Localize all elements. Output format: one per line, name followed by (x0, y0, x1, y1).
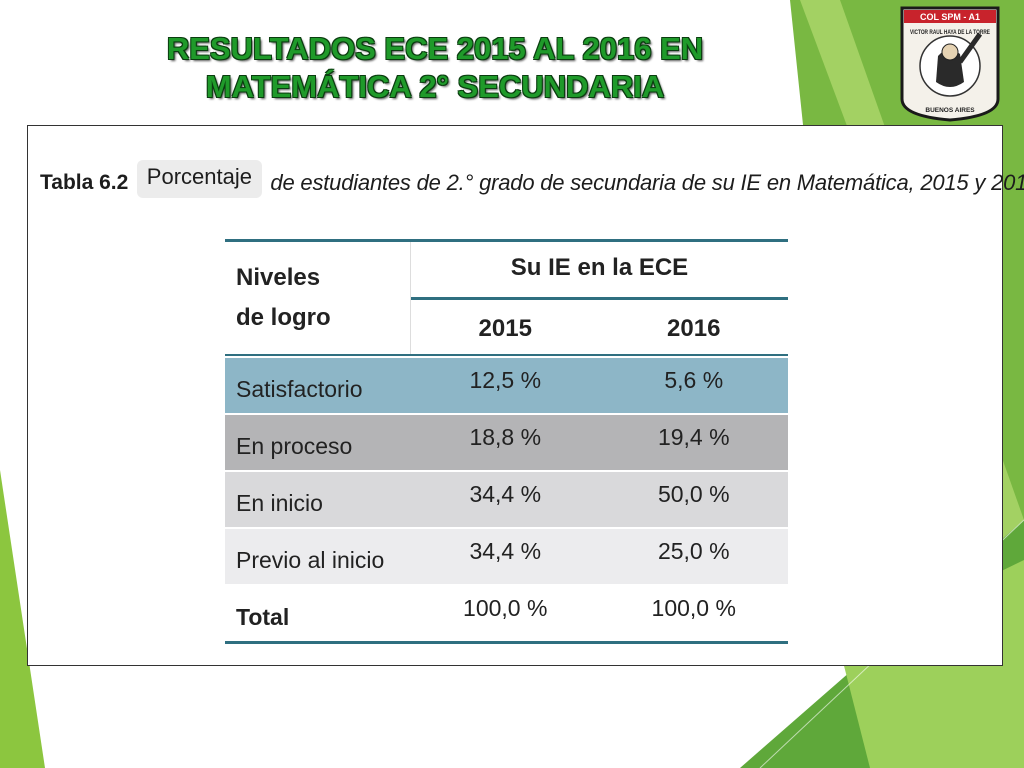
row-label: Satisfactorio (236, 376, 363, 402)
cell-2015: 18,8 % (469, 424, 542, 450)
table-row: En inicio 34,4 % 50,0 % (225, 470, 788, 527)
results-table: Niveles de logro Su IE en la ECE 2015 20… (225, 239, 788, 644)
year-headers: 2015 2016 (411, 300, 788, 354)
cell-2016: 5,6 % (664, 367, 724, 393)
cell-2015: 34,4 % (469, 538, 542, 564)
cell-2015: 100,0 % (463, 595, 548, 621)
caption-rest: de estudiantes de 2.° grado de secundari… (270, 170, 1024, 195)
row-header-line2: de logro (236, 304, 331, 331)
cell-2015: 34,4 % (469, 481, 542, 507)
group-header-block: Su IE en la ECE 2015 2016 (411, 242, 788, 354)
year-header-2016: 2016 (667, 315, 721, 342)
group-header: Su IE en la ECE (411, 242, 788, 300)
slide-title: RESULTADOS ECE 2015 AL 2016 EN MATEMÁTIC… (120, 30, 750, 106)
caption-highlight: Porcentaje (136, 160, 262, 198)
table-header: Niveles de logro Su IE en la ECE 2015 20… (225, 239, 788, 354)
cell-2016: 25,0 % (657, 538, 730, 564)
table-row: Previo al inicio 34,4 % 25,0 % (225, 527, 788, 584)
table-row: En proceso 18,8 % 19,4 % (225, 413, 788, 470)
cell-2016: 50,0 % (657, 481, 730, 507)
table-caption: Tabla 6.2 Porcentaje de estudiantes de 2… (40, 160, 1024, 202)
row-label: En inicio (236, 490, 323, 516)
year-header-2015: 2015 (478, 315, 532, 342)
logo-top-text: COL SPM - A1 (920, 12, 980, 22)
logo-bottom-text: BUENOS AIRES (925, 107, 975, 114)
cell-2016: 19,4 % (657, 424, 730, 450)
row-label: En proceso (236, 433, 353, 459)
slide-title-line1: RESULTADOS ECE 2015 AL 2016 EN (166, 31, 704, 66)
cell-2015: 12,5 % (469, 367, 542, 393)
table-bottom-rule (225, 641, 788, 644)
table-image-panel: Tabla 6.2 Porcentaje de estudiantes de 2… (27, 125, 1024, 666)
cell-2016: 100,0 % (651, 595, 736, 621)
slide-title-line2: MATEMÁTICA 2° SECUNDARIA (205, 69, 665, 104)
header-rule (225, 354, 788, 356)
table-row: Satisfactorio 12,5 % 5,6 % (225, 356, 788, 413)
logo-arc-text: VICTOR RAUL HAYA DE LA TORRE (910, 30, 990, 36)
school-logo: COL SPM - A1 VICTOR RAUL HAYA DE LA TORR… (900, 6, 1000, 122)
caption-label: Tabla 6.2 (40, 171, 129, 194)
table-row-total: Total 100,0 % 100,0 % (225, 584, 788, 641)
row-header: Niveles de logro (225, 242, 411, 354)
row-header-line1: Niveles (236, 264, 321, 291)
row-label: Total (236, 604, 290, 630)
row-label: Previo al inicio (236, 547, 385, 573)
